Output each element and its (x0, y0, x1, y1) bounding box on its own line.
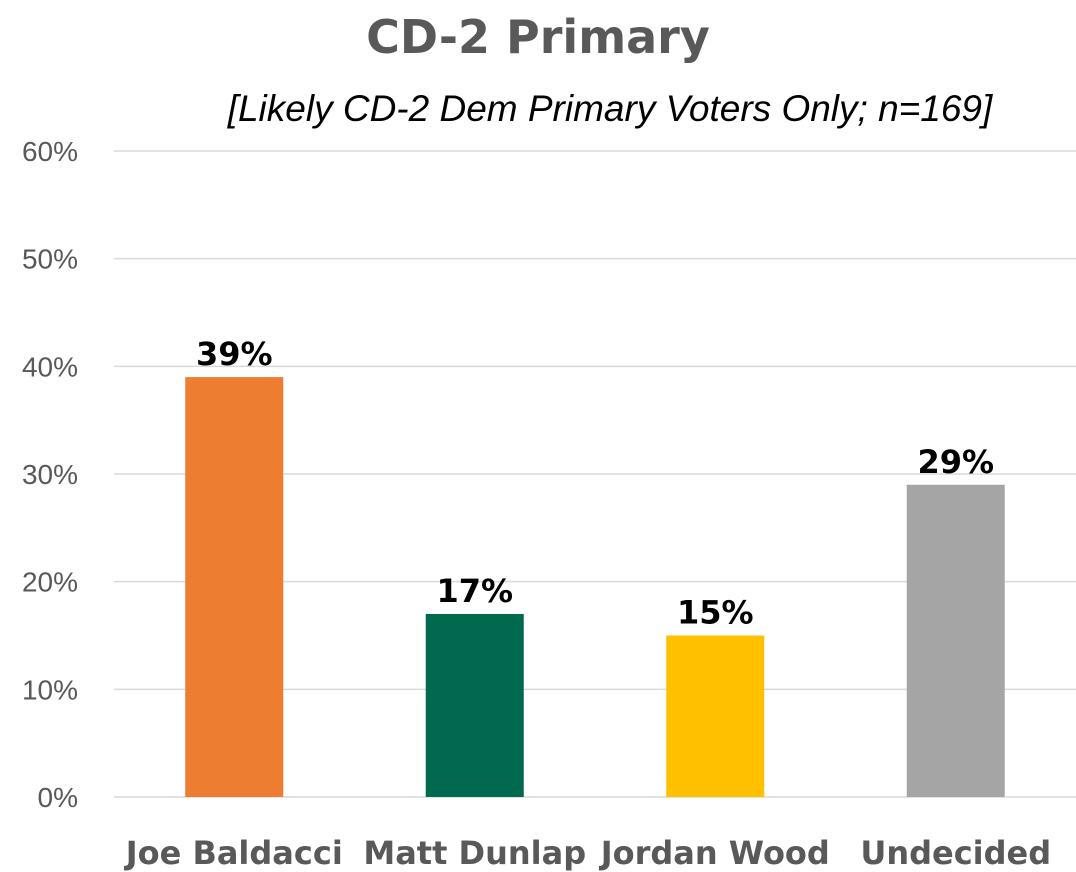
bars (185, 377, 1005, 797)
y-tick-label: 10% (22, 674, 78, 705)
category-label: Matt Dunlap (363, 834, 586, 872)
y-tick-label: 40% (22, 351, 78, 382)
bar-matt-dunlap (425, 613, 524, 797)
category-label: Jordan Wood (599, 834, 830, 872)
bar-jordan-wood (666, 635, 765, 797)
y-axis-ticks: 0% 10% 20% 30% 40% 50% 60% (22, 136, 78, 813)
y-tick-label: 60% (22, 136, 78, 167)
category-label: Joe Baldacci (124, 834, 343, 872)
data-label: 15% (677, 594, 754, 632)
data-labels: 39% 17% 15% 29% (196, 335, 994, 631)
bar-joe-baldacci (185, 377, 284, 797)
data-label: 17% (436, 572, 513, 610)
x-axis-categories: Joe Baldacci Matt Dunlap Jordan Wood Undeci… (124, 834, 1051, 872)
y-tick-label: 20% (22, 567, 78, 598)
chart-subtitle: [Likely CD-2 Dem Primary Voters Only; n=… (227, 88, 993, 129)
y-tick-label: 50% (22, 244, 78, 275)
y-tick-label: 0% (38, 782, 78, 813)
data-label: 29% (917, 443, 994, 481)
chart-title: CD-2 Primary (366, 10, 710, 64)
data-label: 39% (196, 335, 273, 373)
bar-undecided (906, 484, 1005, 797)
category-label: Undecided (860, 834, 1051, 872)
y-tick-label: 30% (22, 459, 78, 490)
